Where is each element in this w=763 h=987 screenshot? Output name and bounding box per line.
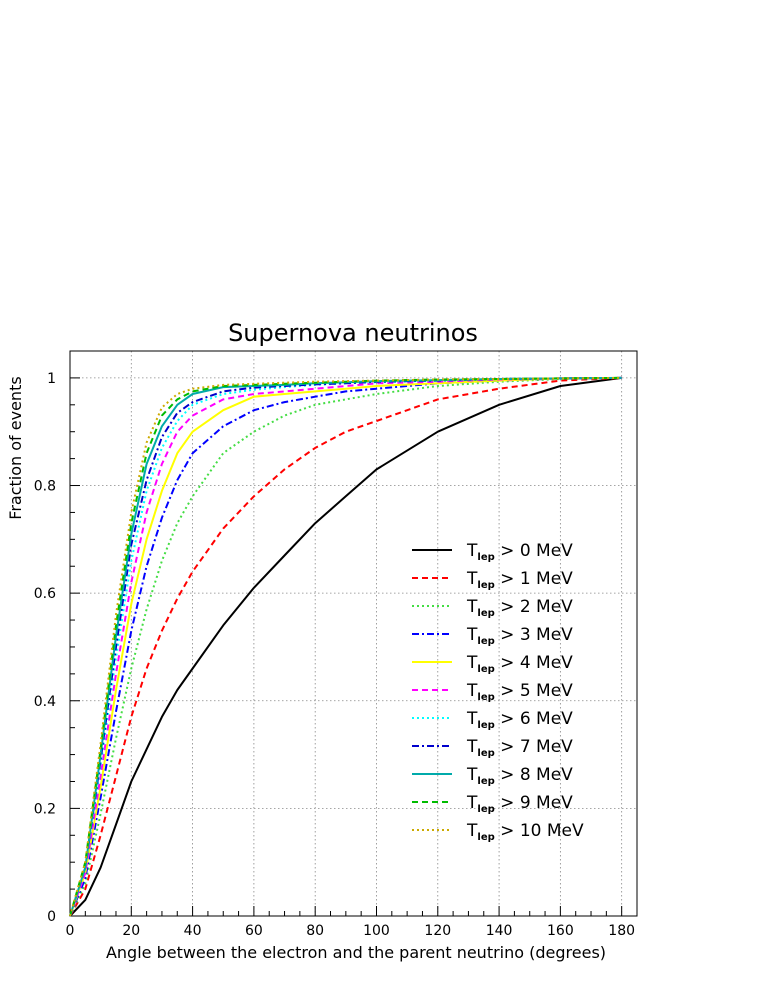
y-tick-label: 0.6 (34, 586, 56, 602)
y-tick-label: 0.2 (34, 801, 56, 817)
series-lines (69, 376, 622, 917)
y-tick-label: 0.4 (34, 694, 56, 710)
ticks (69, 377, 623, 917)
x-tick-label: 140 (486, 923, 513, 939)
legend-label: Tlep > 0 MeV (466, 541, 573, 563)
series-line-2 (69, 376, 622, 917)
x-tick-label: 80 (306, 923, 324, 939)
tick-labels: 0 20 40 60 80 100 120 140 160 180 0 0.2 0.4 0.6 0.8 1 (34, 371, 635, 939)
series-line-0 (69, 376, 622, 917)
x-axis-label: Angle between the electron and the paren… (106, 943, 606, 962)
y-tick-label: 0.8 (34, 479, 56, 495)
chart-title: Supernova neutrinos (228, 319, 478, 347)
series-line-1 (69, 376, 622, 917)
x-tick-label: 60 (245, 923, 263, 939)
x-tick-label: 40 (184, 923, 202, 939)
legend-label: Tlep > 8 MeV (466, 765, 573, 787)
x-tick-label: 20 (122, 923, 140, 939)
x-tick-label: 180 (608, 923, 635, 939)
legend-label: Tlep > 9 MeV (466, 793, 573, 815)
legend-label: Tlep > 5 MeV (466, 681, 573, 703)
legend-label: Tlep > 2 MeV (466, 597, 573, 619)
legend: Tlep > 0 MeV Tlep > 1 MeV Tlep > 2 MeV Tlep… (412, 541, 584, 843)
series-line-5 (69, 376, 622, 917)
x-tick-label: 100 (363, 923, 390, 939)
x-tick-label: 0 (66, 923, 75, 939)
plot-frame (69, 350, 638, 917)
legend-label: Tlep > 6 MeV (466, 709, 573, 731)
series-line-4 (69, 376, 622, 917)
legend-label: Tlep > 7 MeV (466, 737, 573, 759)
y-axis-label: Fraction of events (6, 376, 25, 519)
legend-label: Tlep > 4 MeV (466, 653, 573, 675)
x-tick-label: 120 (424, 923, 451, 939)
y-tick-label: 1 (47, 371, 56, 387)
x-tick-label: 160 (547, 923, 574, 939)
series-line-3 (69, 376, 622, 917)
series-line-10 (69, 376, 622, 917)
y-tick-label: 0 (47, 909, 56, 925)
legend-label: Tlep > 1 MeV (466, 569, 573, 591)
legend-label: Tlep > 10 MeV (466, 821, 584, 843)
legend-label: Tlep > 3 MeV (466, 625, 573, 647)
